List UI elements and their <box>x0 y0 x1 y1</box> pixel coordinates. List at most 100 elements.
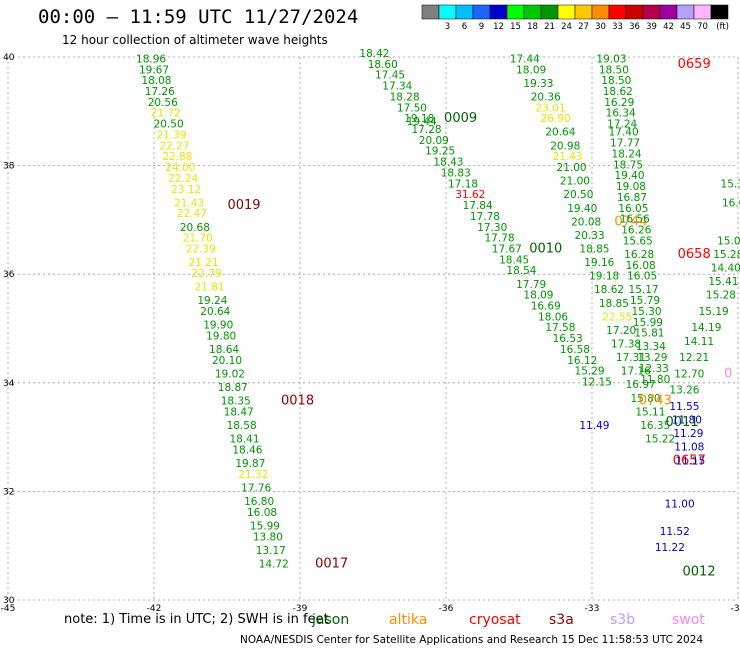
map-grid <box>7 56 739 601</box>
wave-height-value: 15.99 <box>250 520 280 532</box>
wave-height-value: 18.28 <box>390 91 420 103</box>
wave-height-value: 18.09 <box>516 64 546 76</box>
wave-height-value: 21.39 <box>156 129 186 141</box>
wave-height-value: 16.05 <box>627 271 657 283</box>
wave-height-value: 16.01 <box>722 197 740 209</box>
wave-height-value: 17.44 <box>510 53 540 65</box>
wave-height-value: 19.44 <box>407 116 437 128</box>
wave-height-value: 15.19 <box>699 306 729 318</box>
wave-height-value: 16.05 <box>618 203 648 215</box>
colorbar-tick-label: 6 <box>462 22 467 32</box>
colorbar-swatch <box>608 4 627 20</box>
legend-s3b: s3b <box>610 612 636 628</box>
wave-height-value: 19.24 <box>197 295 227 307</box>
colorbar-swatch <box>523 4 542 20</box>
wave-height-value: 15.65 <box>623 235 653 247</box>
colorbar-swatch <box>540 4 559 20</box>
track-time-label: 0018 <box>281 394 314 409</box>
wave-height-value: 20.64 <box>200 306 230 318</box>
wave-height-value: 20.98 <box>550 140 580 152</box>
wave-height-value: 19.18 <box>589 271 619 283</box>
colorbar-swatch <box>625 4 644 20</box>
x-tick-label: -30 <box>731 604 740 614</box>
wave-height-value: 15.28 <box>706 290 736 302</box>
x-tick-label: -36 <box>439 604 454 614</box>
wave-height-value: 16.34 <box>606 108 636 120</box>
wave-height-value: 21.32 <box>238 469 268 481</box>
wave-height-value: 19.90 <box>203 320 233 332</box>
wave-height-value: 16.80 <box>244 496 274 508</box>
wave-height-value: 22.79 <box>192 268 222 280</box>
track-time-label: 0657 <box>673 453 706 468</box>
colorbar-tick-label: 45 <box>680 22 691 32</box>
wave-height-value: 21.81 <box>194 281 224 293</box>
wave-height-value: 21.00 <box>560 176 590 188</box>
satellite-track: 18.4218.6017.4517.3418.2817.5019.1819.44… <box>359 48 611 389</box>
wave-height-value: 16.87 <box>617 192 647 204</box>
wave-height-value: 20.68 <box>180 222 210 234</box>
wave-height-value: 18.64 <box>209 344 239 356</box>
wave-height-value: 11.29 <box>673 428 703 440</box>
track-time-label: 0659 <box>678 57 711 72</box>
wave-height-value: 15.09 <box>717 235 740 247</box>
wave-height-value: 12.15 <box>582 377 612 389</box>
wave-height-value: 17.78 <box>470 211 500 223</box>
wave-height-value: 15.81 <box>634 328 664 340</box>
colorbar-tick-label: 33 <box>612 22 623 32</box>
wave-height-value: 16.97 <box>626 379 656 391</box>
wave-height-value: 21.00 <box>557 162 587 174</box>
wave-height-value: 17.18 <box>448 178 478 190</box>
colorbar-swatch <box>506 4 525 20</box>
wave-height-value: 15.22 <box>645 434 675 446</box>
wave-height-value: 20.50 <box>563 189 593 201</box>
x-tick-label: -39 <box>293 604 308 614</box>
wave-height-value: 15.99 <box>633 317 663 329</box>
wave-height-value: 16.26 <box>621 224 651 236</box>
x-tick-label: -42 <box>147 604 162 614</box>
wave-height-value: 15.41 <box>708 276 738 288</box>
wave-height-value: 16.35 <box>640 420 670 432</box>
track-time-label: 0658 <box>678 247 711 262</box>
wave-height-value: 17.58 <box>545 322 575 334</box>
wave-height-value: 19.02 <box>215 368 245 380</box>
wave-height-value: 19.33 <box>523 78 553 90</box>
satellite-track: 15.3116.0115.0915.2814.4015.4115.2815.19… <box>669 178 740 396</box>
wave-height-value: 18.35 <box>221 396 251 408</box>
wave-height-value: 11.80 <box>640 374 670 386</box>
track-time-label: 0010 <box>529 241 562 256</box>
colorbar-tick-label: 3 <box>445 22 450 32</box>
wave-height-value: 15.79 <box>630 295 660 307</box>
y-tick-label: 40 <box>3 53 15 63</box>
wave-height-value: 20.36 <box>531 91 561 103</box>
wave-height-value: 20.50 <box>154 119 184 131</box>
wave-height-value: 17.78 <box>485 233 515 245</box>
wave-height-value: 16.08 <box>247 507 277 519</box>
x-tick-label: -45 <box>1 604 16 614</box>
wave-height-value: 21.21 <box>189 257 219 269</box>
wave-height-value: 17.79 <box>516 279 546 291</box>
wave-height-value: 21.43 <box>174 197 204 209</box>
wave-height-value: 18.75 <box>613 159 643 171</box>
wave-height-value: 13.26 <box>669 385 699 397</box>
page-subtitle: 12 hour collection of altimeter wave hei… <box>62 33 328 47</box>
wave-height-value: 11.22 <box>655 542 685 554</box>
satellite-track: 17.4418.0919.3320.3623.0126.9020.6420.98… <box>510 53 675 445</box>
wave-height-value: 18.83 <box>441 167 471 179</box>
wave-height-value: 17.76 <box>241 482 271 494</box>
colorbar-tick-label: 21 <box>544 22 555 32</box>
wave-height-value: 19.08 <box>616 181 646 193</box>
wave-height-value: 15.28 <box>713 249 740 261</box>
wave-height-value: 26.90 <box>540 113 570 125</box>
wave-height-value: 20.33 <box>575 230 605 242</box>
x-tick-label: -33 <box>585 604 600 614</box>
y-tick-label: 32 <box>3 487 14 497</box>
wave-height-value: 21.70 <box>183 233 213 245</box>
wave-height-value: 20.10 <box>212 355 242 367</box>
y-tick-label: 38 <box>3 162 15 172</box>
wave-height-value: 22.88 <box>162 151 192 163</box>
colorbar-tick-label: 18 <box>527 22 538 32</box>
y-tick-label: 36 <box>3 270 15 280</box>
wave-height-value: 19.18 <box>404 113 434 125</box>
footer-note: note: 1) Time is in UTC; 2) SWH is in fe… <box>64 612 329 627</box>
